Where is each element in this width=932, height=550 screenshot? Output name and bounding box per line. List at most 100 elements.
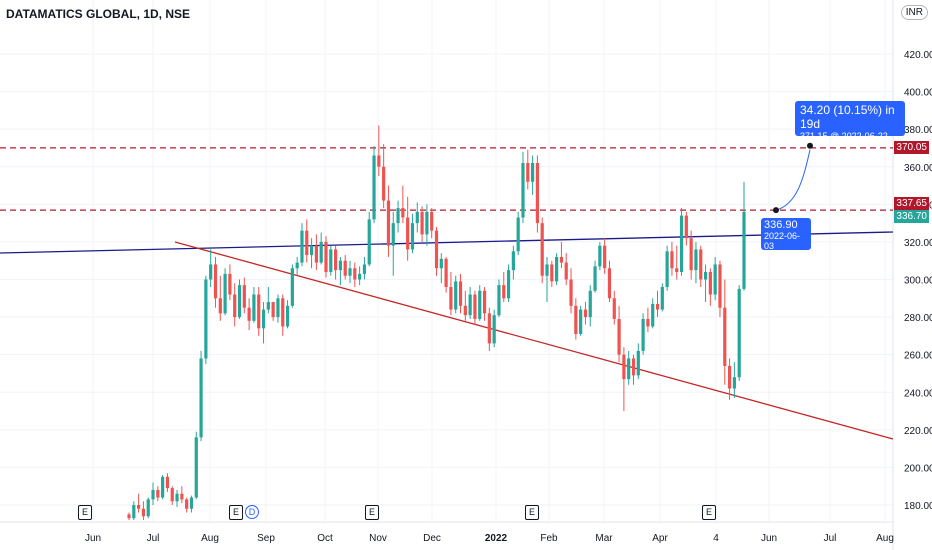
candle-body <box>492 315 496 344</box>
candle-body <box>502 285 506 299</box>
candle-body <box>415 211 419 224</box>
candle-body <box>362 264 367 274</box>
y-tick-label: 260.00 <box>904 351 932 362</box>
y-tick-label: 420.00 <box>904 50 932 61</box>
candle-body <box>473 294 477 319</box>
candle-body <box>603 245 607 269</box>
earnings-event-marker[interactable]: E <box>525 505 539 520</box>
candle-body <box>228 273 232 295</box>
candle-body <box>555 256 559 282</box>
candle-body <box>324 241 328 272</box>
candle-body <box>257 294 261 329</box>
candle-body <box>598 245 602 267</box>
candle-body <box>723 307 727 366</box>
y-tick-label: 240.00 <box>904 388 932 399</box>
candle-body <box>727 365 732 389</box>
projection-end-dot <box>807 142 813 149</box>
candle-body <box>382 166 386 201</box>
candle-body <box>295 262 299 269</box>
earnings-event-marker[interactable]: E <box>78 505 92 520</box>
candle-body <box>420 211 424 235</box>
candle-body <box>285 305 290 327</box>
y-tick-label: 320.00 <box>904 238 932 249</box>
x-tick-label: Dec <box>423 533 441 544</box>
candle-body <box>391 223 395 246</box>
x-tick-label: Nov <box>369 533 387 544</box>
candle-body <box>410 223 415 250</box>
x-tick-label: Mar <box>595 533 613 544</box>
candle-body <box>670 251 674 269</box>
candle-body <box>314 245 318 263</box>
projection-note-box[interactable]: 34.20 (10.15%) in 19d 371.15 @ 2022-06-2… <box>795 101 905 141</box>
candle-body <box>550 264 554 282</box>
x-tick-label: Aug <box>201 533 219 544</box>
x-tick-label: Feb <box>540 533 558 544</box>
candle-body <box>290 268 294 306</box>
x-tick-label: Sep <box>257 533 275 544</box>
candle-body <box>334 249 338 271</box>
candle-body <box>530 162 535 182</box>
candle-body <box>564 262 568 280</box>
candle-body <box>329 249 333 272</box>
candle-body <box>622 354 626 380</box>
candle-body <box>574 305 578 334</box>
candle-body <box>679 215 684 272</box>
candle-body <box>189 497 194 509</box>
start-note-box[interactable]: 336.90 2022-06-03 <box>761 218 811 251</box>
candle-body <box>521 162 525 218</box>
candle-body <box>535 162 539 224</box>
y-tick-label: 280.00 <box>904 313 932 324</box>
earnings-event-marker[interactable]: E <box>702 505 716 520</box>
candle-body <box>742 211 746 289</box>
candle-body <box>266 302 270 310</box>
candle-body <box>607 268 612 299</box>
x-tick-label: Jul <box>147 533 160 544</box>
candle-body <box>593 266 597 291</box>
candle-body <box>204 279 208 359</box>
candle-body <box>641 318 645 351</box>
candle-body <box>737 288 741 378</box>
candle-body <box>430 211 434 231</box>
currency-badge[interactable]: INR <box>900 5 928 20</box>
candle-body <box>468 294 472 316</box>
x-tick-label: Jun <box>85 533 101 544</box>
candle-body <box>458 281 463 306</box>
candle-body <box>151 489 155 500</box>
earnings-event-marker[interactable]: E <box>229 505 243 520</box>
candle-body <box>713 264 717 295</box>
candle-body <box>175 493 179 502</box>
candle-body <box>281 298 285 327</box>
candle-body <box>218 298 222 314</box>
start-note-value: 336.90 <box>764 219 798 231</box>
projection-main-text: 34.20 (10.15%) in 19d <box>800 103 895 131</box>
candle-body <box>199 358 203 438</box>
candle-body <box>497 285 501 316</box>
candle-body <box>338 260 343 271</box>
candle-body <box>478 290 482 319</box>
candle-body <box>482 290 487 314</box>
candle-body <box>252 294 256 321</box>
candle-body <box>511 251 515 271</box>
y-tick-label: 400.00 <box>904 88 932 99</box>
candle-body <box>617 318 621 355</box>
candle-body <box>185 499 189 509</box>
y-tick-label: 360.00 <box>904 163 932 174</box>
x-tick-label: Oct <box>317 533 333 544</box>
candle-body <box>612 298 616 319</box>
candle-body <box>377 155 381 167</box>
candle-body <box>675 268 679 272</box>
candle-body <box>718 264 722 308</box>
candle-body <box>127 514 131 519</box>
candle-body <box>319 241 323 263</box>
candle-body <box>463 305 467 316</box>
candle-body <box>396 208 400 224</box>
candle-body <box>305 230 309 256</box>
candle-body <box>406 217 410 250</box>
earnings-event-marker[interactable]: E <box>365 505 379 520</box>
candle-body <box>665 251 669 288</box>
candle-body <box>526 162 530 182</box>
neckline-trendline <box>0 231 894 254</box>
candle-body <box>237 285 242 318</box>
dividend-event-marker[interactable]: D <box>245 505 259 519</box>
